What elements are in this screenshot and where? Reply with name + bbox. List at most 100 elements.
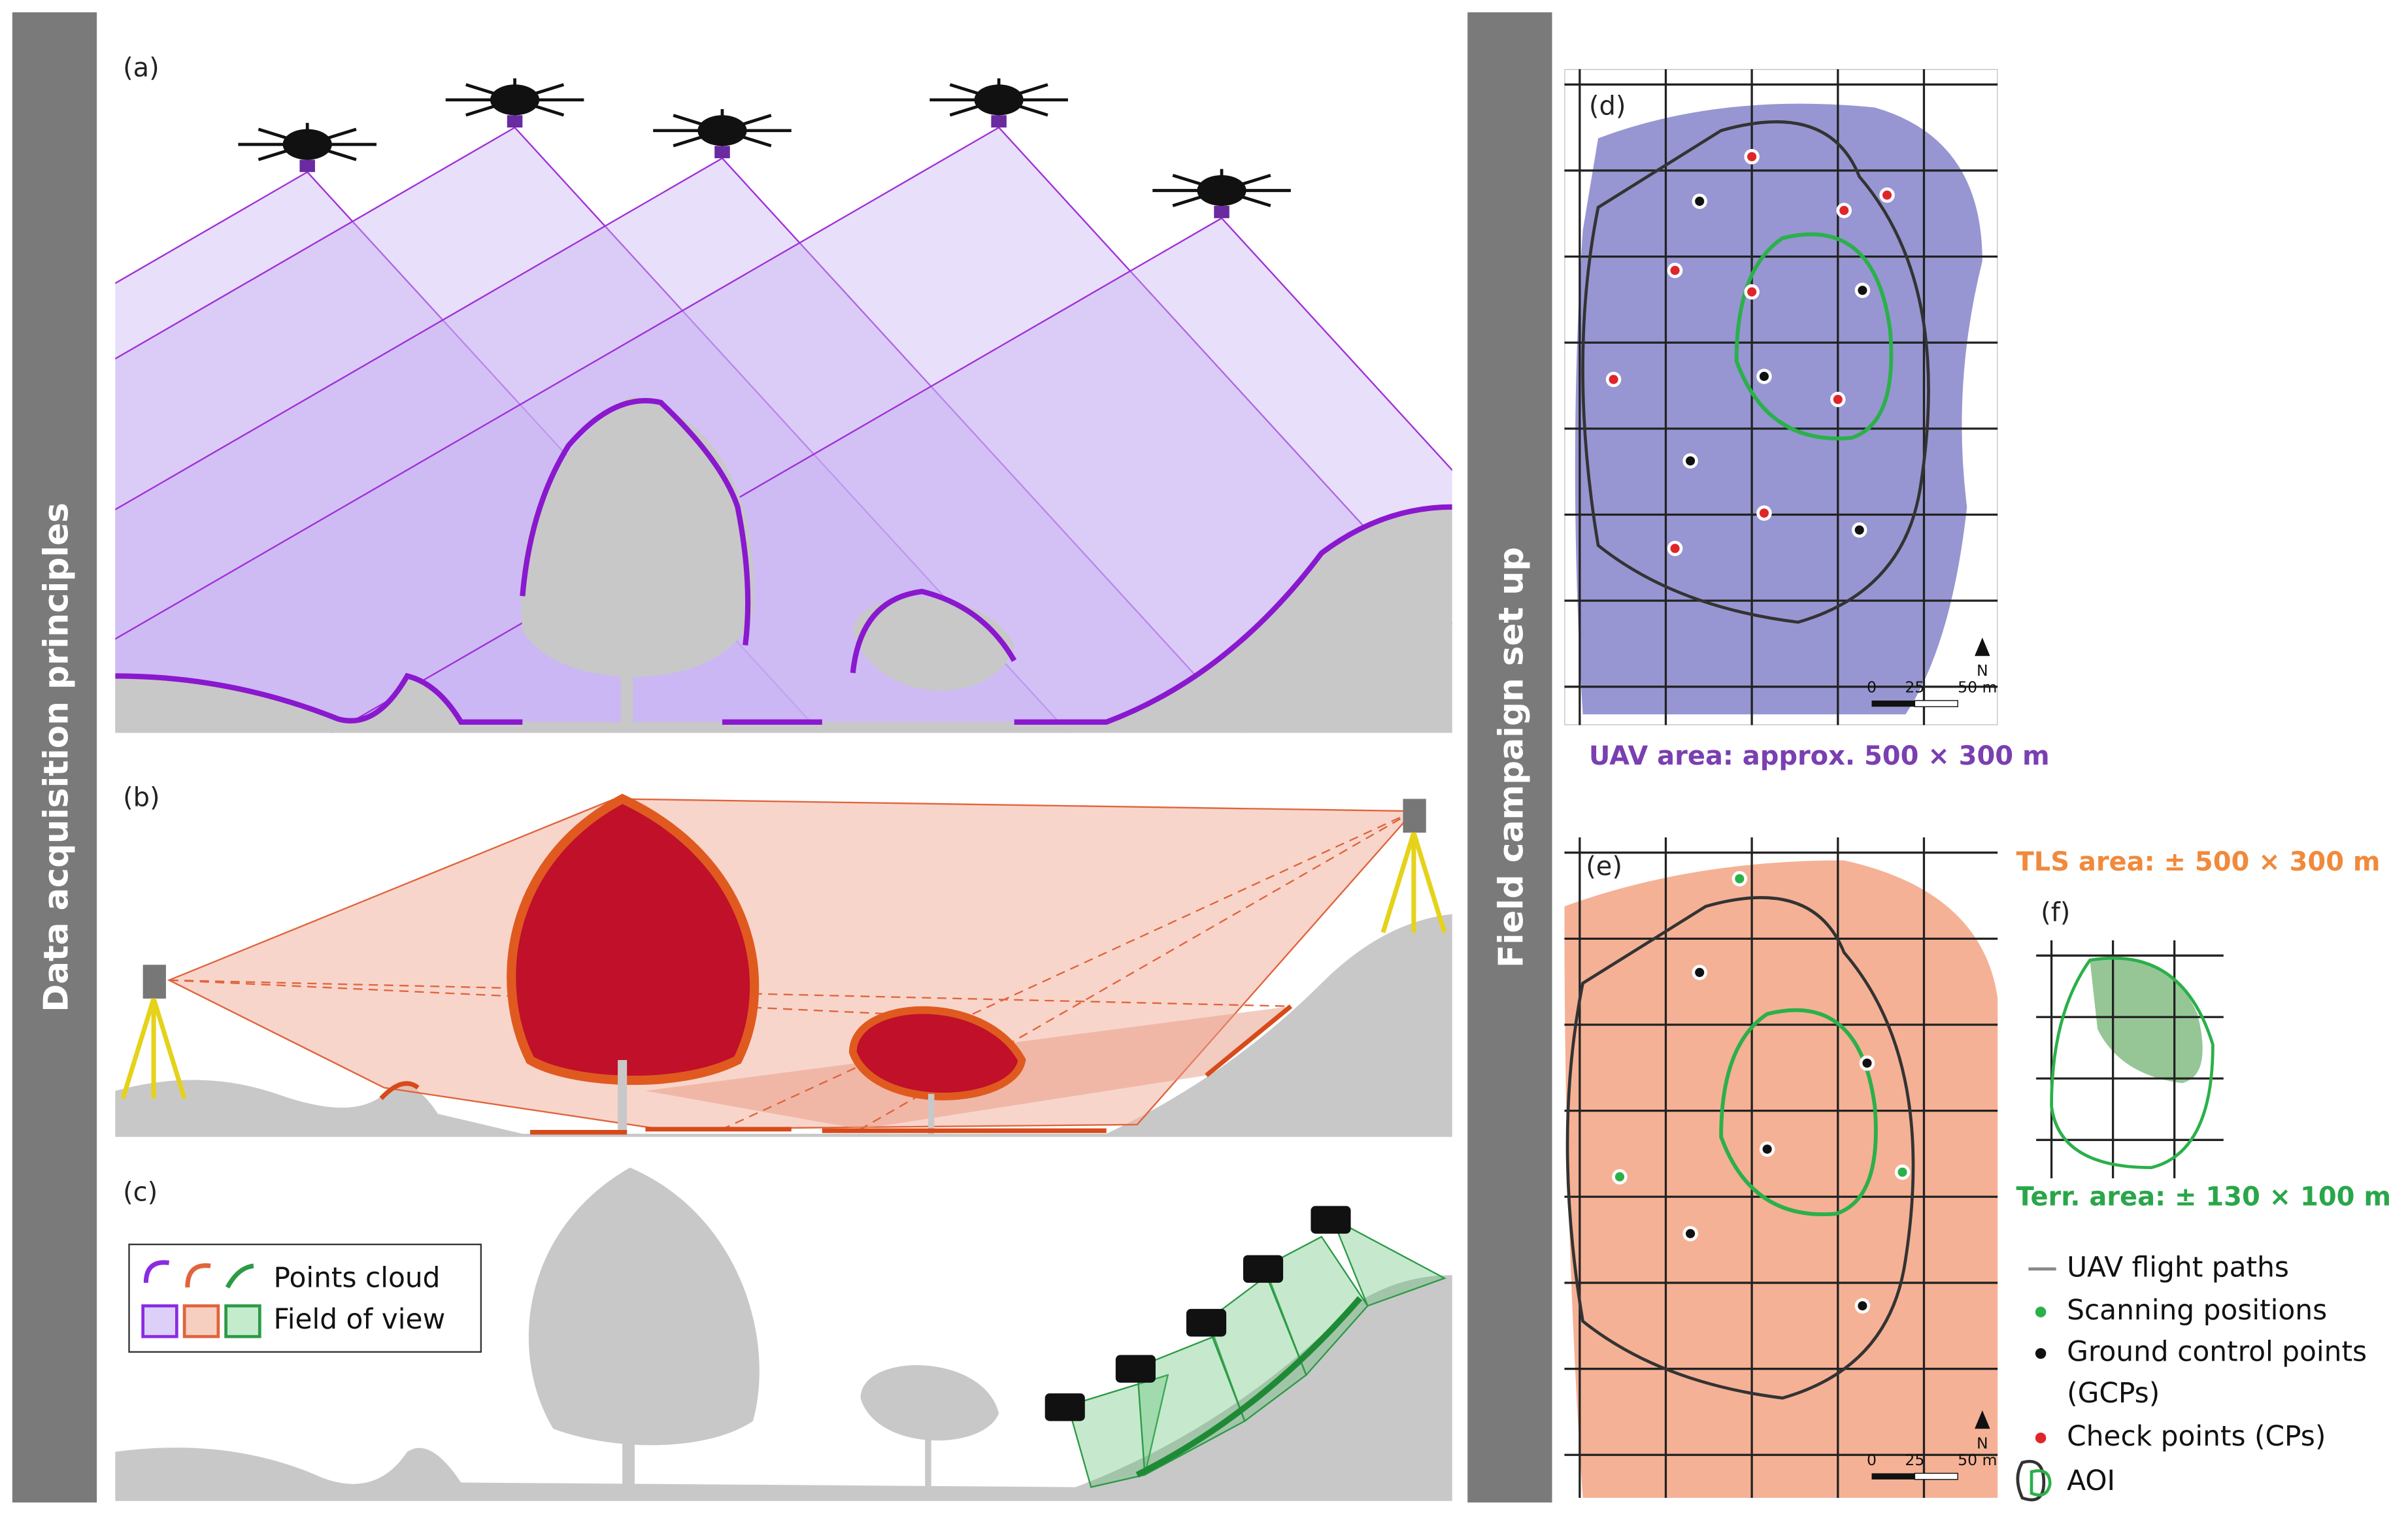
legend-symbol bbox=[2035, 1433, 2047, 1444]
legend-label: UAV flight paths bbox=[2067, 1251, 2289, 1283]
point bbox=[1747, 152, 1757, 161]
scale-bar bbox=[1871, 700, 1915, 707]
drone-camera bbox=[507, 115, 523, 128]
point bbox=[1862, 1058, 1872, 1068]
panel-label: (f) bbox=[2041, 898, 2070, 928]
point-cloud bbox=[115, 398, 1452, 725]
tree bbox=[521, 396, 754, 677]
aoi-outline bbox=[1581, 120, 1930, 624]
tree bbox=[852, 597, 1014, 691]
side-label: Field campaign set up bbox=[1492, 547, 1531, 968]
side-label: Data acquisition principles bbox=[37, 503, 76, 1012]
drone-arm bbox=[949, 83, 999, 102]
drone-arm bbox=[258, 127, 308, 146]
north-arrow bbox=[1975, 637, 1990, 656]
drone-camera bbox=[991, 115, 1007, 128]
point bbox=[1898, 1167, 1907, 1177]
drone-arm bbox=[722, 129, 772, 148]
map-caption: TLS area: ± 500 × 300 m bbox=[2016, 847, 2380, 877]
legend-symbol bbox=[2016, 1459, 2046, 1502]
scale-label: 25 bbox=[1905, 678, 1924, 697]
point bbox=[1686, 456, 1696, 466]
map-caption: UAV area: approx. 500 × 300 m bbox=[1589, 741, 2050, 771]
panel-label: (a) bbox=[123, 53, 159, 83]
scale-label: 0 bbox=[1867, 1451, 1877, 1469]
legend-label: AOI bbox=[2067, 1465, 2115, 1497]
drone-arm bbox=[307, 142, 357, 161]
legend-symbol bbox=[2035, 1306, 2047, 1317]
point bbox=[1833, 395, 1843, 405]
panel-label: (b) bbox=[123, 782, 160, 812]
map-caption: Terr. area: ± 130 × 100 m bbox=[2016, 1182, 2390, 1212]
drone-arm bbox=[1172, 173, 1222, 192]
north-label: N bbox=[1977, 661, 1988, 680]
legend-label: Ground control points bbox=[2067, 1336, 2367, 1368]
drone-arm bbox=[673, 114, 723, 133]
drone-arm bbox=[465, 98, 516, 117]
scale-label: 25 bbox=[1905, 1451, 1924, 1469]
legend-label: Field of view bbox=[273, 1303, 445, 1335]
north-arrow bbox=[1975, 1410, 1990, 1429]
legend-symbol bbox=[2030, 1469, 2052, 1497]
point bbox=[1762, 1144, 1772, 1154]
point bbox=[1747, 287, 1757, 297]
legend-label: Check points (CPs) bbox=[2067, 1420, 2326, 1452]
drone-camera bbox=[714, 146, 730, 159]
point bbox=[1695, 968, 1705, 978]
scale-label: 0 bbox=[1867, 678, 1877, 697]
drone-arm bbox=[514, 83, 565, 102]
drone-arm bbox=[1172, 189, 1222, 208]
map-f bbox=[2036, 940, 2224, 1179]
point bbox=[1858, 1301, 1867, 1311]
panel-b bbox=[115, 793, 1452, 1137]
panel-label: (d) bbox=[1589, 91, 1626, 122]
drone-arm bbox=[465, 83, 516, 102]
drone-arm bbox=[1221, 173, 1271, 192]
point bbox=[1614, 1172, 1624, 1182]
scale-label: 50 m bbox=[1958, 678, 1997, 697]
point bbox=[1759, 508, 1769, 518]
drone-camera bbox=[299, 159, 315, 173]
legend: UAV flight paths Scanning positions Ground… bbox=[2016, 1251, 2367, 1502]
legend-label: Scanning positions bbox=[2067, 1294, 2327, 1326]
point bbox=[1839, 206, 1849, 216]
aoi-outline bbox=[1719, 1008, 1878, 1216]
drone-arm bbox=[307, 127, 357, 146]
point bbox=[1858, 286, 1867, 295]
drone-arm bbox=[1221, 189, 1271, 208]
aoi-outline bbox=[1734, 232, 1894, 440]
drone-arm bbox=[998, 98, 1048, 117]
point bbox=[1609, 374, 1618, 384]
drone-arm bbox=[722, 114, 772, 133]
aoi-outline bbox=[2050, 956, 2215, 1169]
panel-label: (c) bbox=[123, 1178, 158, 1208]
point bbox=[1735, 874, 1745, 884]
north-label: N bbox=[1977, 1434, 1988, 1452]
scale-bar bbox=[1914, 700, 1958, 708]
point bbox=[1854, 525, 1864, 535]
side-bar bbox=[1467, 12, 1552, 1503]
ground bbox=[115, 506, 1452, 733]
map-e bbox=[1564, 837, 1998, 1499]
legend-label: (GCPs) bbox=[2067, 1377, 2160, 1409]
point bbox=[1695, 196, 1705, 207]
drone-arm bbox=[258, 142, 308, 161]
panel-a bbox=[115, 15, 1452, 733]
aoi-outline bbox=[1565, 896, 1915, 1400]
point bbox=[1686, 1229, 1696, 1238]
legend-label: Points cloud bbox=[273, 1262, 440, 1294]
side-bar bbox=[12, 12, 97, 1503]
point bbox=[1670, 544, 1680, 554]
map-d bbox=[1564, 69, 1998, 725]
scale-label: 50 m bbox=[1958, 1451, 1997, 1469]
point bbox=[1670, 265, 1680, 275]
point bbox=[1759, 371, 1769, 381]
point bbox=[1882, 190, 1892, 200]
legend-symbol bbox=[2035, 1348, 2047, 1359]
drone-arm bbox=[514, 98, 565, 117]
tree-trunk bbox=[620, 660, 633, 725]
drone-arm bbox=[998, 83, 1048, 102]
scale-bar bbox=[1914, 1472, 1958, 1480]
drone-camera bbox=[1214, 206, 1229, 218]
